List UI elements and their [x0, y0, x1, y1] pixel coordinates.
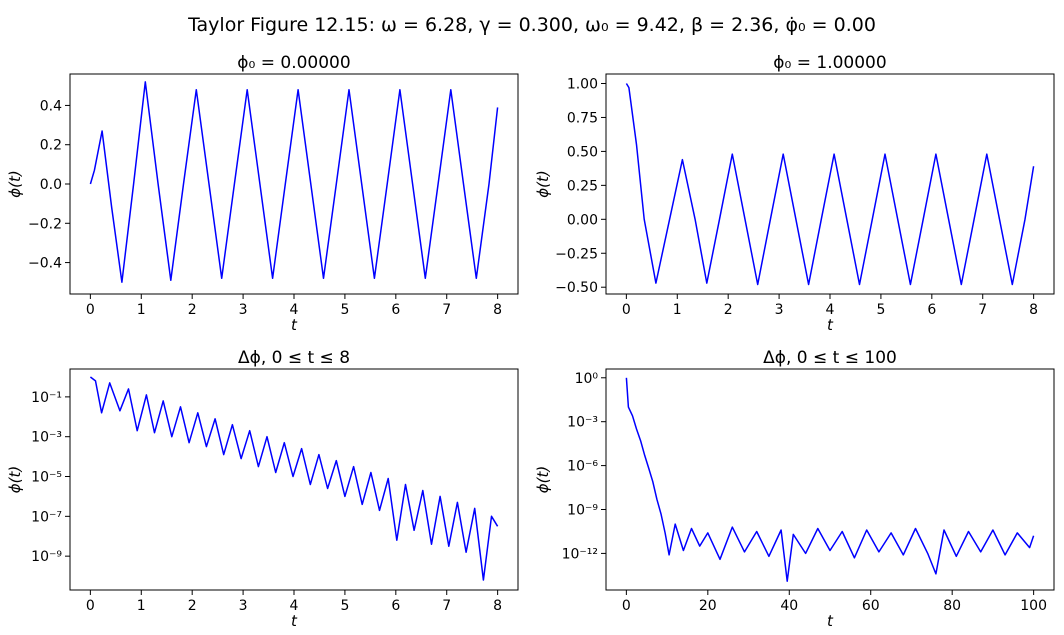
series-line: [89, 376, 499, 581]
x-tick-label: 0: [622, 302, 631, 318]
x-tick-label: 8: [1029, 302, 1038, 318]
x-tick-label: 1: [137, 598, 146, 614]
y-tick-label: 0.50: [567, 144, 598, 160]
y-tick-label: −0.50: [555, 280, 598, 296]
axes-frame: [605, 368, 1055, 591]
x-tick-label: 3: [239, 598, 248, 614]
x-tick-label: 5: [876, 302, 885, 318]
y-tick-label: 0.75: [567, 110, 598, 126]
series-line: [625, 83, 1035, 286]
x-tick-label: 2: [188, 302, 197, 318]
y-tick-label: 0.2: [40, 138, 62, 154]
y-axis-label: ϕ(t): [534, 170, 552, 197]
x-axis-label: t: [291, 316, 298, 334]
y-tick-label: −0.4: [28, 256, 62, 272]
x-tick-label: 60: [862, 598, 880, 614]
y-tick-label: −0.2: [28, 216, 62, 232]
x-tick-label: 0: [86, 598, 95, 614]
y-tick-label: 10⁰: [575, 371, 599, 387]
y-tick-label: 0.0: [40, 177, 62, 193]
x-tick-label: 2: [188, 598, 197, 614]
x-tick-label: 20: [699, 598, 717, 614]
y-tick-label: 10⁻⁹: [567, 503, 598, 519]
y-tick-label: 10⁻⁹: [31, 549, 62, 565]
y-tick-label: 0.4: [40, 98, 62, 114]
x-tick-label: 0: [86, 302, 95, 318]
subplot-2: ϕ₀ = 1.00000 0 1 2 3 4 5 6 7 8 −0.50 −0.25 0.00 0.25 0…: [534, 53, 1055, 334]
x-tick-label: 6: [927, 302, 936, 318]
x-tick-label: 100: [1020, 598, 1047, 614]
x-tick-label: 4: [826, 302, 835, 318]
x-axis-label: t: [291, 612, 298, 630]
x-tick-label: 2: [724, 302, 733, 318]
axes-frame: [69, 73, 519, 295]
figure-suptitle: Taylor Figure 12.15: ω = 6.28, γ = 0.300…: [187, 14, 876, 36]
x-tick-label: 3: [775, 302, 784, 318]
subplot-title: Δϕ, 0 ≤ t ≤ 8: [238, 348, 350, 368]
y-tick-label: 10⁻⁷: [31, 509, 62, 525]
subplot-title: ϕ₀ = 1.00000: [773, 53, 886, 73]
x-axis-label: t: [827, 612, 834, 630]
subplot-3: Δϕ, 0 ≤ t ≤ 8 0 1 2 3 4 5 6 7 8 10⁻⁹ 10⁻⁷ 10⁻⁵ 10⁻³ 10…: [6, 348, 519, 630]
y-tick-label: 10⁻⁶: [567, 459, 598, 475]
axes-frame: [605, 73, 1055, 295]
subplot-1: ϕ₀ = 0.00000 0 1 2 3 4 5 6 7 8 −0.4 −0.2 0.0 0.2 0.4 t ϕ…: [6, 53, 519, 334]
y-tick-label: 1.00: [567, 77, 598, 93]
series-line: [625, 377, 1035, 582]
y-tick-label: 10⁻¹²: [562, 546, 598, 562]
x-tick-label: 7: [442, 598, 451, 614]
x-tick-label: 80: [943, 598, 961, 614]
x-tick-label: 4: [290, 302, 299, 318]
x-tick-label: 5: [340, 598, 349, 614]
y-tick-label: 0.25: [567, 178, 598, 194]
x-tick-label: 7: [978, 302, 987, 318]
x-tick-label: 1: [673, 302, 682, 318]
x-tick-label: 1: [137, 302, 146, 318]
series-line: [89, 81, 499, 283]
x-tick-label: 7: [442, 302, 451, 318]
y-axis-label: ϕ(t): [6, 170, 24, 197]
y-tick-label: −0.25: [555, 246, 598, 262]
subplot-4: Δϕ, 0 ≤ t ≤ 100 0 20 40 60 80 100 10⁻¹² 10⁻⁹ 10⁻⁶…: [534, 348, 1055, 630]
y-axis-label: ϕ(t): [534, 466, 552, 493]
y-tick-label: 10⁻⁵: [31, 470, 62, 486]
y-tick-label: 10⁻³: [31, 430, 62, 446]
x-tick-label: 8: [493, 302, 502, 318]
axes-frame: [69, 368, 519, 591]
y-tick-label: 10⁻¹: [31, 390, 62, 406]
y-tick-label: 10⁻³: [567, 415, 598, 431]
subplot-title: ϕ₀ = 0.00000: [237, 53, 350, 73]
x-tick-label: 5: [340, 302, 349, 318]
y-axis-label: ϕ(t): [6, 466, 24, 493]
x-tick-label: 0: [622, 598, 631, 614]
x-tick-label: 8: [493, 598, 502, 614]
y-tick-label: 0.00: [567, 212, 598, 228]
x-tick-label: 40: [780, 598, 798, 614]
x-tick-label: 6: [391, 598, 400, 614]
x-axis-label: t: [827, 316, 834, 334]
x-tick-label: 3: [239, 302, 248, 318]
subplot-title: Δϕ, 0 ≤ t ≤ 100: [763, 348, 897, 368]
x-tick-label: 6: [391, 302, 400, 318]
x-tick-label: 4: [290, 598, 299, 614]
